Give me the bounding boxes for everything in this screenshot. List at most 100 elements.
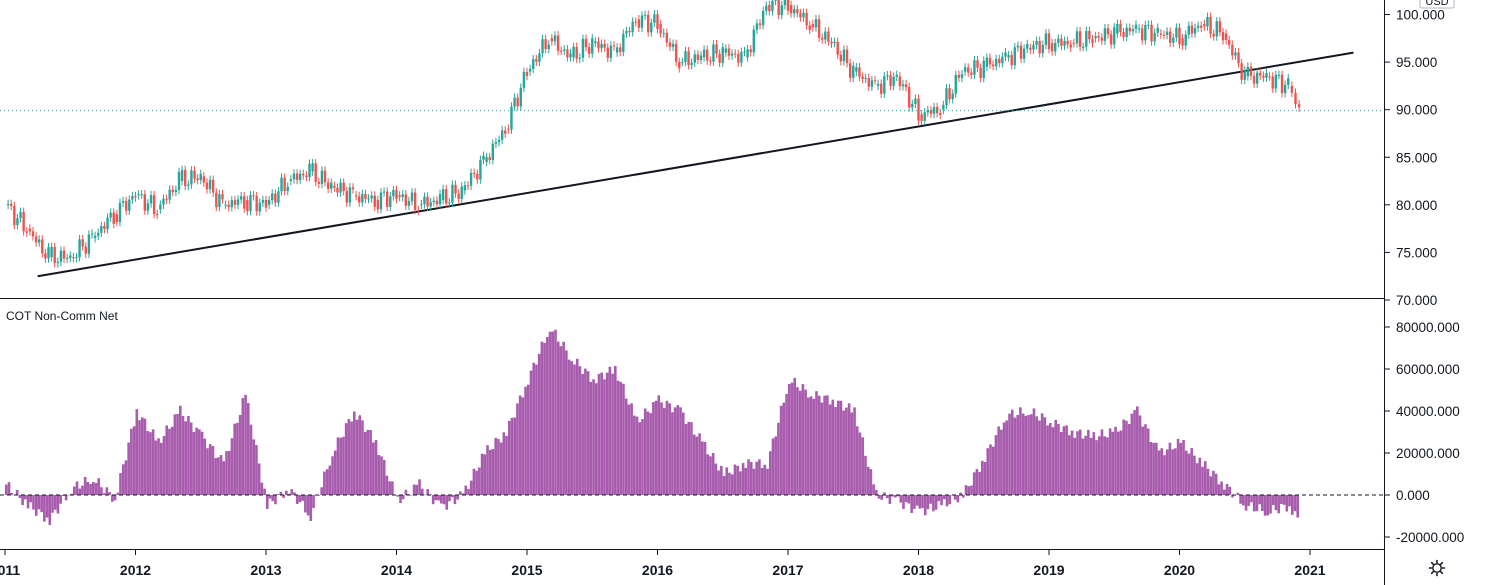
cot-bar: [559, 346, 563, 495]
cot-bar: [747, 459, 750, 495]
cot-bar: [671, 412, 674, 495]
candle-body: [109, 212, 112, 218]
cot-bar: [619, 381, 623, 495]
cot-bar: [1032, 408, 1036, 495]
candle-body: [970, 72, 973, 75]
cot-bar: [687, 421, 691, 495]
cot-bar: [763, 464, 767, 495]
candle-body: [507, 128, 510, 130]
cot-bar: [295, 495, 299, 504]
candle-body: [706, 49, 709, 61]
cot-bar: [86, 481, 90, 495]
cot-bar: [502, 432, 506, 495]
currency-badge[interactable]: USD: [1419, 0, 1455, 9]
cot-bar: [690, 422, 693, 495]
cot-bar: [214, 457, 217, 495]
cot-bar: [766, 468, 769, 495]
cot-bar: [1029, 414, 1033, 495]
candle-body: [1190, 25, 1194, 34]
cot-bar: [736, 465, 739, 495]
cot-bar: [29, 495, 33, 503]
cot-indicator-title[interactable]: COT Non-Comm Net: [6, 309, 118, 323]
candle-body: [796, 9, 799, 14]
cot-bar: [861, 437, 865, 495]
candle-body: [656, 14, 659, 30]
candle-body: [152, 195, 156, 215]
candle-body: [693, 54, 696, 63]
cot-bar: [1269, 495, 1272, 514]
candle-body: [1141, 28, 1144, 41]
candle-body: [230, 200, 234, 208]
cot-bar: [1122, 419, 1126, 495]
cot-bar: [355, 419, 359, 495]
cot-bar: [1244, 495, 1248, 511]
cot-bar: [891, 495, 894, 497]
cot-bar: [121, 464, 125, 495]
candle-body: [292, 173, 296, 180]
cot-bar: [15, 489, 19, 495]
cot-bar: [377, 455, 381, 495]
cot-bar: [1165, 449, 1169, 495]
trendline-layer[interactable]: [37, 51, 1354, 278]
candle-body: [190, 170, 193, 185]
cot-bar: [1247, 495, 1251, 506]
cot-bar: [1290, 495, 1294, 515]
candle-body: [880, 83, 883, 94]
candle-body: [1181, 38, 1184, 46]
cot-bar: [850, 412, 854, 495]
cot-bar: [937, 495, 941, 502]
cot-bar: [255, 444, 258, 495]
cot-bar: [679, 407, 682, 495]
cot-bar: [483, 454, 487, 495]
candle-body: [398, 195, 401, 198]
cot-bar: [885, 495, 889, 499]
candle-body: [441, 189, 445, 201]
cot-bar: [333, 450, 337, 495]
candle-body: [597, 41, 600, 49]
candle-body: [10, 203, 13, 206]
cot-bar: [249, 424, 253, 495]
cot-bar: [529, 370, 533, 495]
cot-axis[interactable]: 80000.000 60000.000 40000.000 20000.000 0.00…: [1384, 320, 1464, 545]
candle-body: [587, 47, 591, 54]
cot-bar: [320, 487, 323, 495]
cot-bar: [1146, 428, 1150, 495]
cot-bar: [287, 493, 291, 495]
candle-body: [149, 195, 153, 204]
cot-bar: [611, 373, 614, 495]
cot-bar: [420, 488, 424, 495]
candle-body: [662, 32, 665, 34]
price-tick-label: 80.000: [1396, 198, 1437, 213]
price-axis[interactable]: 70.000 75.000 80.000 85.000 90.000 95.000 100.…: [1384, 8, 1445, 308]
candle-body: [1231, 44, 1234, 56]
candle-body: [236, 199, 240, 205]
cot-bar: [815, 391, 818, 495]
cot-bar: [956, 495, 960, 503]
candle-body: [59, 250, 63, 262]
candle-body: [619, 47, 622, 53]
cot-bar: [1054, 419, 1058, 495]
candle-body: [1165, 31, 1169, 36]
cot-bar: [1228, 486, 1232, 495]
candle-body: [637, 19, 641, 28]
cot-bar: [872, 484, 875, 495]
candle-body: [106, 217, 109, 230]
candle-body: [249, 195, 252, 212]
time-axis[interactable]: 2011 2012 2013 2014 2015 2016 2017 2018 2019 2020…: [0, 549, 1326, 578]
candle-body: [544, 39, 547, 50]
gear-icon[interactable]: [1428, 559, 1446, 577]
candle-body: [143, 194, 147, 211]
trendline[interactable]: [37, 51, 1354, 278]
cot-bar: [1127, 424, 1131, 495]
cot-bar: [225, 451, 228, 495]
cot-bar: [1057, 423, 1060, 495]
candle-body: [867, 77, 870, 87]
cot-bar: [1059, 431, 1063, 495]
candle-body: [963, 67, 967, 72]
candle-body: [239, 196, 243, 200]
cot-bar: [83, 476, 87, 495]
candle-body: [1134, 24, 1138, 30]
candle-body: [187, 184, 190, 186]
candle-body: [603, 43, 606, 48]
